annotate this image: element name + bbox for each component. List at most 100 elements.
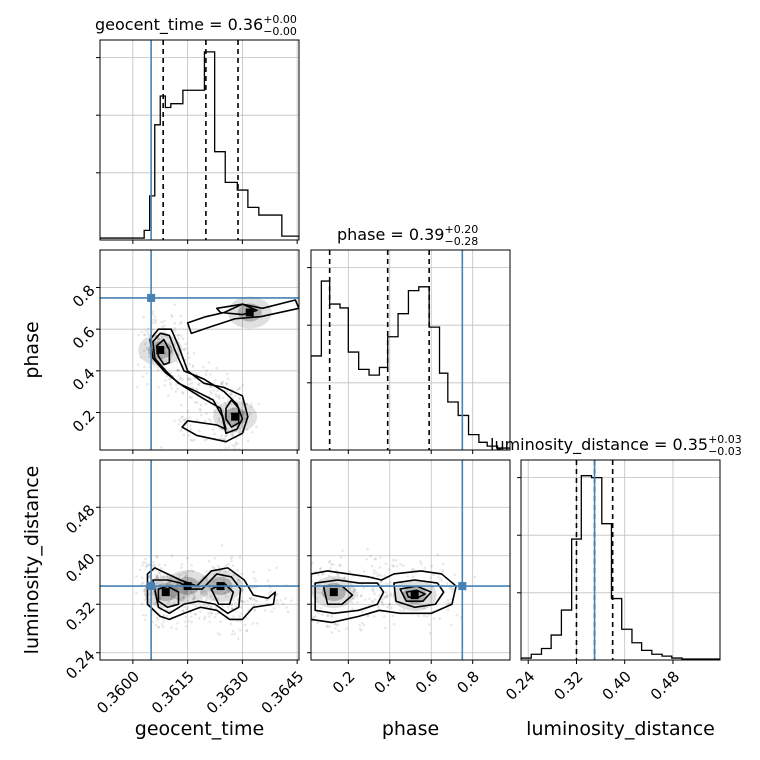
sample-point (187, 356, 191, 360)
sample-point (378, 566, 382, 569)
title-upper-error: +0.00 (263, 13, 297, 26)
sample-point (231, 564, 235, 567)
sample-point (184, 625, 188, 628)
sample-point (187, 569, 191, 573)
sample-point (263, 609, 267, 612)
sample-point (141, 581, 145, 585)
sample-point (162, 613, 166, 617)
sample-point (177, 368, 180, 372)
sample-point (253, 576, 256, 580)
y-axis-label-luminosity_distance: luminosity_distance (21, 466, 43, 655)
sample-point (223, 591, 227, 595)
sample-point (232, 573, 236, 577)
sample-point (227, 590, 230, 593)
sample-point (252, 597, 256, 601)
sample-point (188, 362, 191, 366)
sample-point (391, 558, 395, 562)
sample-point (270, 610, 274, 613)
hist-frame-phase (310, 249, 511, 451)
marginal-title-luminosity_distance: luminosity_distance = 0.35+0.03 (490, 433, 742, 455)
sample-point (427, 623, 431, 626)
sample-point (365, 557, 368, 561)
sample-point (154, 623, 158, 627)
sample-point (176, 369, 180, 372)
sample-point (236, 578, 240, 581)
sample-point (392, 564, 395, 568)
sample-point (450, 623, 453, 627)
sample-point (153, 565, 157, 568)
y-tick-label-luminosity_distance: 0.32 (62, 598, 98, 634)
sample-point (203, 438, 207, 442)
sample-point (135, 591, 138, 595)
sample-point (157, 571, 161, 575)
histogram-luminosity_distance (521, 460, 720, 660)
truth-marker (458, 582, 467, 591)
title-lower-error: −0.00 (263, 25, 297, 38)
sample-point (218, 395, 221, 398)
sample-point (179, 314, 183, 318)
sample-point (325, 625, 329, 628)
sample-point (139, 356, 143, 359)
sample-point (140, 330, 144, 334)
sample-point (179, 334, 183, 338)
sample-point (143, 598, 147, 601)
sample-point (352, 590, 355, 594)
sample-point (175, 369, 179, 372)
sample-point (192, 597, 196, 601)
sample-point (268, 586, 272, 590)
sample-point (160, 446, 163, 449)
sample-point (220, 544, 224, 547)
sample-point (245, 402, 249, 406)
sample-point (179, 320, 183, 324)
sample-point (240, 599, 244, 603)
sample-point (195, 401, 199, 404)
sample-point (302, 590, 305, 593)
sample-point (156, 618, 159, 622)
sample-point (168, 343, 171, 347)
contour-line (225, 399, 240, 428)
sample-point (334, 622, 337, 626)
sample-point (319, 591, 323, 595)
sample-point (251, 598, 254, 601)
sample-point (186, 600, 190, 604)
sample-point (194, 401, 197, 404)
sample-point (385, 594, 389, 598)
sample-point (227, 569, 231, 573)
sample-point (236, 388, 239, 392)
sample-point (177, 573, 180, 576)
sample-point (241, 402, 245, 405)
sample-point (217, 397, 221, 400)
sample-point (191, 439, 194, 443)
sample-point (168, 341, 172, 344)
sample-point (250, 431, 254, 434)
sample-point (362, 570, 366, 573)
sample-point (205, 593, 208, 596)
sample-point (156, 616, 159, 619)
sample-point (170, 554, 174, 558)
sample-point (180, 566, 183, 569)
sample-point (166, 575, 169, 579)
sample-point (175, 360, 179, 363)
sample-point (141, 375, 145, 378)
sample-point (151, 321, 155, 325)
sample-point (311, 619, 314, 623)
sample-point (217, 417, 221, 421)
sample-point (181, 391, 184, 394)
sample-point (273, 607, 276, 610)
sample-point (144, 329, 148, 333)
sample-point (190, 564, 193, 567)
sample-point (406, 575, 410, 578)
sample-point (182, 595, 186, 598)
sample-point (176, 621, 179, 625)
sample-point (253, 609, 257, 612)
sample-point (210, 611, 214, 615)
sample-point (373, 615, 376, 618)
sample-point (229, 433, 233, 437)
hist-frame-geocent_time (99, 39, 300, 241)
sample-point (229, 557, 233, 560)
sample-point (233, 632, 237, 635)
sample-point (419, 560, 422, 563)
sample-point (168, 609, 171, 612)
sample-point (223, 401, 227, 404)
